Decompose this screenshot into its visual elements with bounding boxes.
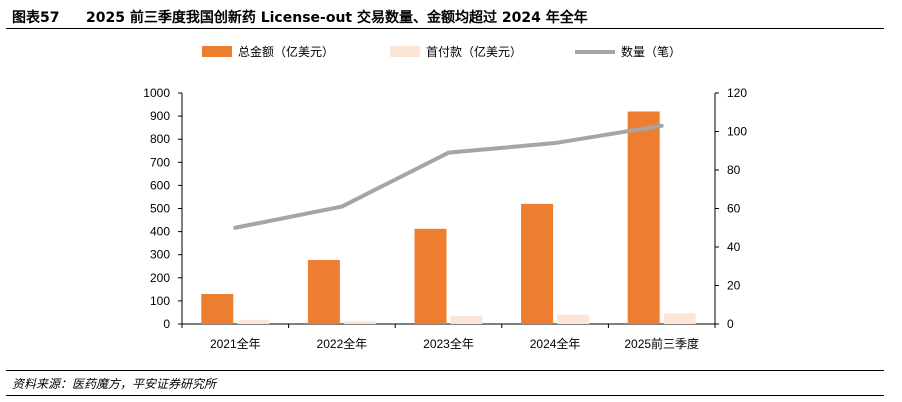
y-right-tick-label: 20 <box>727 279 741 293</box>
bar-total <box>307 260 340 324</box>
legend-label-0: 总金额（亿美元） <box>238 44 334 59</box>
y-left-tick-label: 700 <box>150 155 170 169</box>
y-left-tick-label: 100 <box>150 294 170 308</box>
y-right-tick-label: 40 <box>727 240 741 254</box>
x-tick-label: 2022全年 <box>317 336 368 351</box>
bar-total <box>627 111 660 324</box>
y-left-tick-label: 200 <box>150 271 170 285</box>
source-bar: 资料来源：医药魔方，平安证券研究所 <box>6 370 884 396</box>
bar-total <box>414 228 447 324</box>
bar-upfront <box>237 319 270 324</box>
x-tick-label: 2023全年 <box>423 336 474 351</box>
y-right-tick-label: 80 <box>727 163 741 177</box>
y-left-tick-label: 800 <box>150 132 170 146</box>
y-right-tick-label: 0 <box>727 317 734 331</box>
bar-upfront <box>663 313 696 324</box>
y-left-tick-label: 500 <box>150 202 170 216</box>
bar-total <box>521 203 554 324</box>
y-left-tick-label: 600 <box>150 178 170 192</box>
source-note: 资料来源：医药魔方，平安证券研究所 <box>12 377 217 391</box>
x-tick-label: 2025前三季度 <box>624 336 699 351</box>
count-line-path <box>233 123 664 230</box>
y-left-tick-label: 400 <box>150 225 170 239</box>
y-right-tick-label: 100 <box>727 125 747 139</box>
y-left-tick-label: 1000 <box>143 86 170 100</box>
bar-upfront <box>343 321 376 324</box>
legend-label-2: 数量（笔） <box>621 44 681 59</box>
x-tick-label: 2024全年 <box>530 336 581 351</box>
bar-upfront <box>557 314 590 324</box>
figure-label: 图表57 <box>12 10 60 26</box>
legend-swatch-1 <box>390 46 420 57</box>
y-right-tick-label: 60 <box>727 202 741 216</box>
bars <box>201 111 696 324</box>
y-left-tick-label: 300 <box>150 248 170 262</box>
y-right-tick-label: 120 <box>727 86 747 100</box>
figure-title: 2025 前三季度我国创新药 License-out 交易数量、金额均超过 20… <box>86 10 588 26</box>
y-left-tick-label: 0 <box>163 317 170 331</box>
bar-upfront <box>450 315 483 324</box>
legend-swatch-0 <box>202 46 232 57</box>
count-line <box>233 123 664 230</box>
axes: 0 100 200 300 400 500 600 700 800 900 1000 0 20 40 60 8… <box>143 86 747 351</box>
legend-label-1: 首付款（亿美元） <box>426 44 522 59</box>
legend: 总金额（亿美元） 首付款（亿美元） 数量（笔） <box>202 44 681 59</box>
figure-header: 图表57 2025 前三季度我国创新药 License-out 交易数量、金额均… <box>6 4 884 29</box>
x-tick-label: 2021全年 <box>210 336 261 351</box>
y-left-tick-label: 900 <box>150 109 170 123</box>
bar-total <box>201 293 234 324</box>
